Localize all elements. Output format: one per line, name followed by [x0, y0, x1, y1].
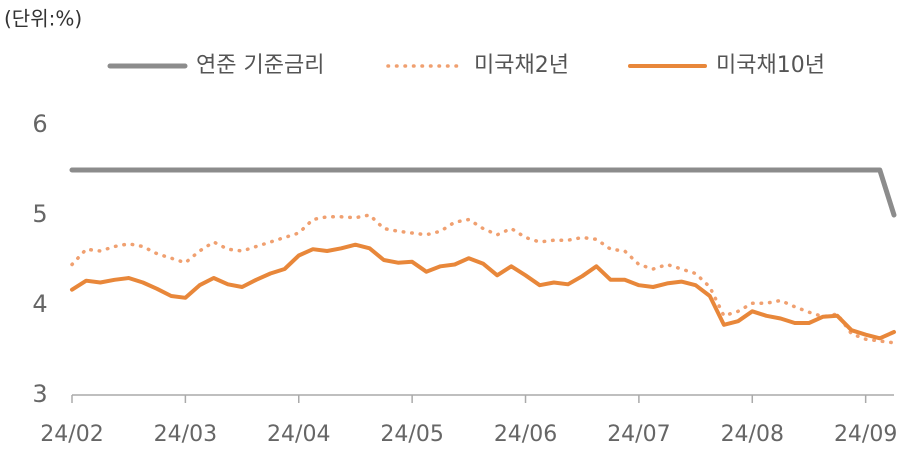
y-tick-label: 3 [32, 380, 47, 408]
x-tick-label: 24/06 [494, 422, 557, 447]
series-line [69, 167, 897, 218]
unit-label: (단위:%) [4, 7, 82, 31]
x-tick-label: 24/07 [607, 422, 670, 447]
x-tick-label: 24/04 [267, 422, 330, 447]
x-tick-label: 24/03 [154, 422, 217, 447]
x-tick-label: 24/05 [380, 422, 443, 447]
series-line [70, 242, 896, 341]
y-tick-label: 5 [32, 200, 47, 228]
x-tick-label: 24/09 [834, 422, 897, 447]
legend-label: 미국채10년 [716, 53, 825, 78]
legend-label: 미국채2년 [474, 53, 569, 78]
legend-label: 연준 기준금리 [196, 53, 324, 78]
y-tick-label: 6 [32, 110, 47, 138]
x-tick-label: 24/02 [40, 422, 103, 447]
y-tick-label: 4 [32, 290, 47, 318]
series-line [70, 213, 896, 345]
x-tick-label: 24/08 [721, 422, 784, 447]
